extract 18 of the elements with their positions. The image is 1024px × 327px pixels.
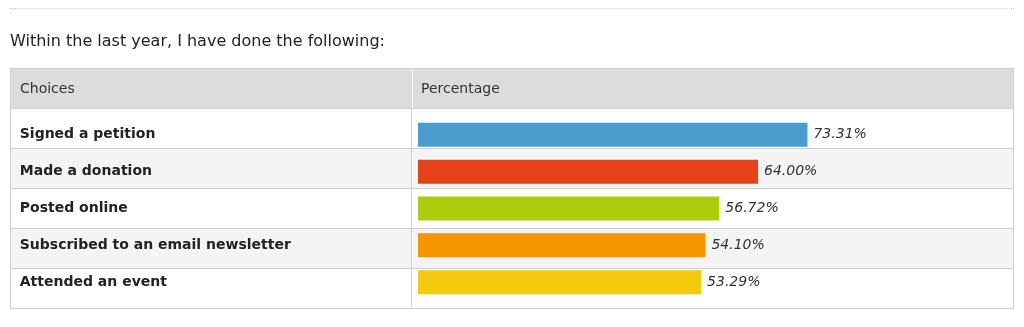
data-label: 73.31% [813, 125, 867, 142]
x-axis-title: Percentage [421, 80, 500, 96]
data-label: 54.10% [711, 235, 765, 252]
bar [418, 233, 706, 258]
bar [418, 196, 720, 221]
y-tick-label: Subscribed to an email newsletter [10, 235, 291, 252]
y-tick-label: Attended an event [10, 272, 168, 289]
y-tick-label: Made a donation [10, 162, 152, 179]
y-tick-label: Signed a petition [10, 125, 156, 142]
bar [418, 159, 758, 184]
data-label: 64.00% [764, 162, 818, 179]
data-label: 56.72% [725, 199, 779, 216]
bar [418, 122, 808, 147]
bar [418, 270, 702, 295]
y-axis-title: Choices [20, 80, 75, 96]
y-tick-label: Posted online [10, 199, 128, 216]
text: Within the last year, I have done the following: [10, 31, 385, 50]
data-label: 53.29% [707, 272, 761, 289]
